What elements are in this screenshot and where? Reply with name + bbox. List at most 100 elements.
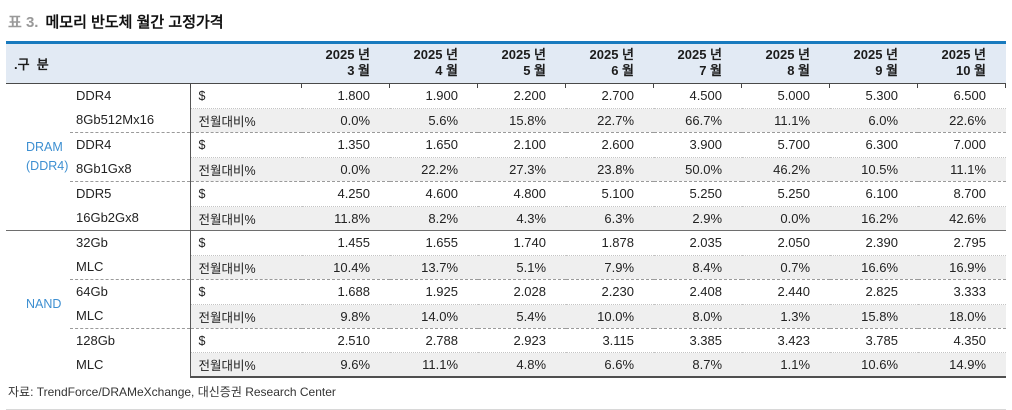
value-cell: 4.800 — [478, 181, 567, 207]
value-cell: 2.440 — [742, 279, 831, 305]
value-cell: 2.9% — [654, 206, 743, 231]
value-cell: 16.6% — [830, 255, 919, 280]
value-cell: 2.923 — [478, 327, 567, 354]
table-row: 128Gb MLC $2.510 2.788 2.923 3.115 3.385 3.423 3… — [6, 327, 1007, 377]
value-cell: 1.740 — [478, 230, 567, 256]
value-cell: 7.000 — [918, 132, 1007, 158]
value-cell: 2.600 — [566, 132, 655, 158]
value-cell: 3.385 — [654, 327, 743, 354]
value-cell: 18.0% — [918, 304, 1007, 329]
value-cell: 5.250 — [654, 181, 743, 207]
product-label: 64Gb MLC — [70, 279, 190, 329]
value-cell: 1.1% — [742, 352, 831, 379]
value-cell: 1.900 — [389, 83, 479, 109]
value-cell: 5.250 — [742, 181, 831, 207]
value-cell: 0.0% — [302, 108, 391, 133]
metric-label-dollar: $ — [189, 83, 303, 109]
value-cell: 1.688 — [302, 279, 391, 305]
table-row: 전월대비% 10.4% 13.7% 5.1% 7.9% 8.4% 0.7% 16.6% 16.9… — [6, 255, 1007, 280]
value-cell: 8.4% — [654, 255, 743, 280]
table-row: NAND 32Gb MLC $1.455 1.655 1.740 1.878 2.035 2.0… — [6, 230, 1007, 377]
value-cell: 46.2% — [742, 157, 831, 182]
product-label: DDR4 8Gb1Gx8 — [70, 132, 190, 182]
month-column-header: 2025 년 10 월 — [918, 41, 1007, 84]
value-cell: 0.7% — [742, 255, 831, 280]
value-cell: 4.350 — [918, 327, 1007, 354]
value-cell: 3.900 — [654, 132, 743, 158]
table-row: 전월대비% 0.0% 5.6% 15.8% 22.7% 66.7% 11.1% 6.0% 22.… — [6, 108, 1007, 133]
value-cell: 5.1% — [478, 255, 567, 280]
value-cell: 14.0% — [390, 304, 479, 329]
value-cell: 4.600 — [390, 181, 479, 207]
table-row: 전월대비% 9.8% 14.0% 5.4% 10.0% 8.0% 1.3% 15.8% 18.0… — [6, 304, 1007, 329]
value-cell: 4.8% — [478, 352, 567, 379]
table-row: 64Gb MLC $1.688 1.925 2.028 2.230 2.408 2.440 2.… — [6, 279, 1007, 329]
value-cell: 6.100 — [830, 181, 919, 207]
value-cell: 8.7% — [654, 352, 743, 379]
value-cell: 2.035 — [654, 230, 743, 256]
product-label: 128Gb MLC — [70, 328, 190, 377]
value-cell: 3.423 — [742, 327, 831, 354]
table-row: DDR5 16Gb2Gx8 $4.250 4.600 4.800 5.100 5.250 5.… — [6, 181, 1007, 231]
value-cell: 11.1% — [918, 157, 1007, 182]
source-note: 자료: TrendForce/DRAMeXchange, 대신증권 Resear… — [6, 378, 1006, 410]
value-cell: 11.8% — [302, 206, 391, 231]
value-cell: 8.700 — [918, 181, 1007, 207]
value-cell: 5.100 — [566, 181, 655, 207]
value-cell: 2.825 — [830, 279, 919, 305]
metric-label-mom: 전월대비% — [189, 304, 303, 329]
metric-label-dollar: $ — [189, 327, 303, 354]
value-cell: 2.028 — [478, 279, 567, 305]
metric-label-mom: 전월대비% — [189, 157, 303, 182]
table-title-text: 메모리 반도체 월간 고정가격 — [45, 14, 224, 31]
table-number: 표 3. — [8, 14, 39, 31]
value-cell: 2.795 — [918, 230, 1007, 256]
value-cell: 2.390 — [830, 230, 919, 256]
value-cell: 6.6% — [566, 352, 655, 379]
value-cell: 5.300 — [829, 83, 919, 109]
value-cell: 50.0% — [654, 157, 743, 182]
value-cell: 0.0% — [302, 157, 391, 182]
value-cell: 2.700 — [565, 83, 655, 109]
value-cell: 6.300 — [830, 132, 919, 158]
table-row: 전월대비% 11.8% 8.2% 4.3% 6.3% 2.9% 0.0% 16.2% 42.6% — [6, 206, 1007, 231]
value-cell: 11.1% — [390, 352, 479, 379]
value-cell: 15.8% — [478, 108, 567, 133]
product-label: DDR5 16Gb2Gx8 — [70, 181, 190, 231]
value-cell: 4.250 — [302, 181, 391, 207]
table-title: 표 3. 메모리 반도체 월간 고정가격 — [6, 6, 1006, 41]
value-cell: 3.115 — [566, 327, 655, 354]
table-row: DDR4 8Gb1Gx8 $1.350 1.650 2.100 2.600 3.900 5.7… — [6, 132, 1007, 182]
value-cell: 8.2% — [390, 206, 479, 231]
metric-label-dollar: $ — [189, 132, 303, 158]
value-cell: 5.6% — [390, 108, 479, 133]
metric-label-mom: 전월대비% — [189, 352, 303, 379]
section-label: DRAM (DDR4) — [26, 140, 69, 173]
value-cell: 1.455 — [302, 230, 391, 256]
value-cell: 22.2% — [390, 157, 479, 182]
value-cell: 10.4% — [302, 255, 391, 280]
value-cell: 10.6% — [830, 352, 919, 379]
value-cell: 1.655 — [390, 230, 479, 256]
value-cell: 1.925 — [390, 279, 479, 305]
value-cell: 4.500 — [653, 83, 743, 109]
value-cell: 27.3% — [478, 157, 567, 182]
value-cell: 5.700 — [742, 132, 831, 158]
value-cell: 7.9% — [566, 255, 655, 280]
value-cell: 6.0% — [830, 108, 919, 133]
value-cell: 1.878 — [566, 230, 655, 256]
table-row: 전월대비% 9.6% 11.1% 4.8% 6.6% 8.7% 1.1% 10.6% 14.9% — [6, 352, 1007, 379]
value-cell: 10.5% — [830, 157, 919, 182]
value-cell: 6.3% — [566, 206, 655, 231]
value-cell: 3.333 — [918, 279, 1007, 305]
value-cell: 11.1% — [742, 108, 831, 133]
value-cell: 1.800 — [301, 83, 391, 109]
value-cell: 2.200 — [477, 83, 567, 109]
value-cell: 0.0% — [742, 206, 831, 231]
